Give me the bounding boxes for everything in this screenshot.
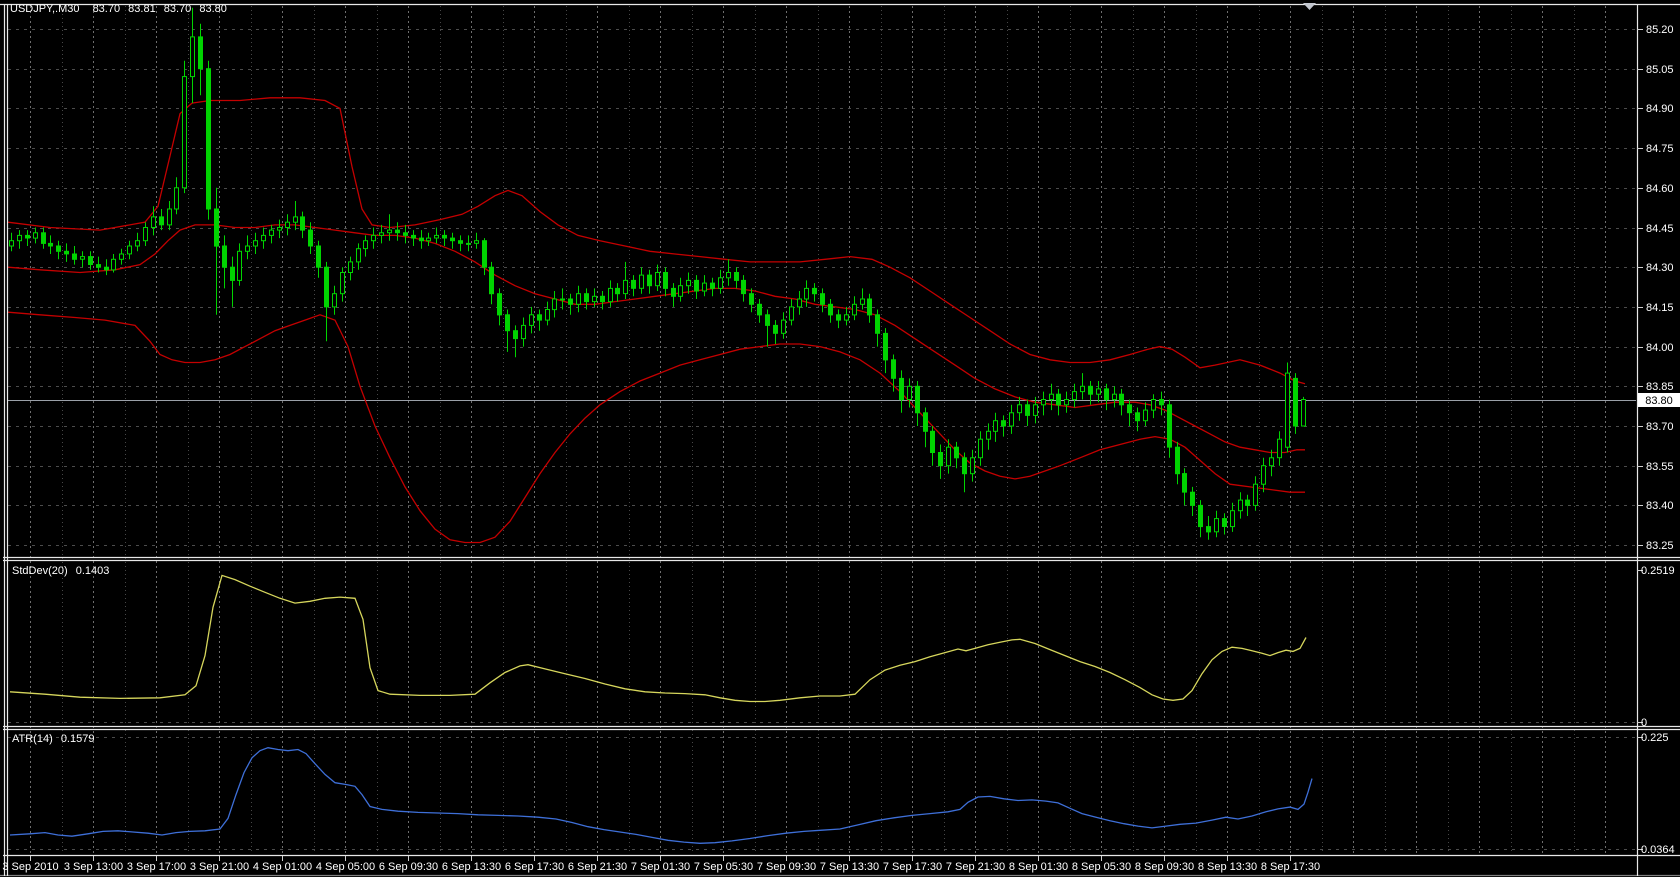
svg-text:3 Sep 21:00: 3 Sep 21:00: [190, 861, 249, 873]
stddev-indicator-label: StdDev(20) 0.1403: [12, 565, 114, 577]
svg-text:8 Sep 05:30: 8 Sep 05:30: [1072, 861, 1131, 873]
svg-text:6 Sep 17:30: 6 Sep 17:30: [505, 861, 564, 873]
svg-text:6 Sep 13:30: 6 Sep 13:30: [442, 861, 501, 873]
svg-text:3 Sep 2010: 3 Sep 2010: [2, 861, 58, 873]
indicator-lines: [9, 574, 1313, 844]
svg-text:0.225: 0.225: [1641, 732, 1669, 744]
svg-text:84.00: 84.00: [1646, 342, 1674, 354]
band-middle-line: [7, 224, 1305, 454]
svg-text:7 Sep 05:30: 7 Sep 05:30: [694, 861, 753, 873]
svg-text:3 Sep 13:00: 3 Sep 13:00: [64, 861, 123, 873]
svg-text:83.25: 83.25: [1646, 540, 1674, 552]
svg-text:84.90: 84.90: [1646, 103, 1674, 115]
svg-text:7 Sep 21:30: 7 Sep 21:30: [946, 861, 1005, 873]
stddev-value: 0.1403: [75, 565, 110, 577]
candles-series: [9, 7, 1306, 540]
svg-text:84.45: 84.45: [1646, 223, 1674, 235]
chart-shift-marker[interactable]: [1303, 3, 1316, 10]
svg-text:8 Sep 09:30: 8 Sep 09:30: [1135, 861, 1194, 873]
price-axis[interactable]: 85.20 85.05 84.90 84.75 84.60 84.45 84.30 84.15…: [1637, 24, 1674, 552]
svg-text:7 Sep 17:30: 7 Sep 17:30: [883, 861, 942, 873]
band-lower-line: [7, 311, 1305, 544]
svg-text:3 Sep 17:00: 3 Sep 17:00: [127, 861, 186, 873]
svg-text:83.70: 83.70: [1646, 421, 1674, 433]
chart-title: USDJPY,.M30 83.70 83.81 83.70 83.80: [10, 3, 232, 15]
bollinger-bands: [7, 97, 1306, 544]
stddev-name: StdDev(20): [12, 565, 68, 577]
svg-text:0.0364: 0.0364: [1641, 844, 1675, 856]
atr-line: [9, 747, 1313, 844]
svg-text:7 Sep 09:30: 7 Sep 09:30: [757, 861, 816, 873]
borders: [0, 3, 1680, 877]
svg-text:4 Sep 05:00: 4 Sep 05:00: [316, 861, 375, 873]
svg-text:0: 0: [1641, 717, 1647, 729]
svg-text:8 Sep 17:30: 8 Sep 17:30: [1261, 861, 1320, 873]
ohlc-high: 83.81: [128, 3, 156, 15]
svg-text:6 Sep 09:30: 6 Sep 09:30: [379, 861, 438, 873]
svg-text:8 Sep 01:30: 8 Sep 01:30: [1009, 861, 1068, 873]
svg-text:83.40: 83.40: [1646, 500, 1674, 512]
ohlc-close: 83.80: [199, 3, 227, 15]
ohlc-open: 83.70: [92, 3, 121, 15]
symbol-period-label: USDJPY,.M30: [10, 3, 80, 15]
stddev-line: [9, 574, 1307, 703]
svg-text:83.55: 83.55: [1646, 461, 1674, 473]
atr-axis[interactable]: 0.225 0.0364: [1637, 732, 1675, 856]
atr-name: ATR(14): [12, 733, 53, 745]
current-price-badge: 83.80: [1638, 393, 1680, 407]
svg-text:84.15: 84.15: [1646, 302, 1674, 314]
atr-indicator-label: ATR(14) 0.1579: [12, 733, 99, 745]
svg-text:84.60: 84.60: [1646, 183, 1674, 195]
svg-text:83.80: 83.80: [1645, 395, 1673, 407]
svg-text:8 Sep 13:30: 8 Sep 13:30: [1198, 861, 1257, 873]
svg-text:7 Sep 13:30: 7 Sep 13:30: [820, 861, 879, 873]
ohlc-low: 83.70: [163, 3, 192, 15]
svg-text:84.30: 84.30: [1646, 262, 1674, 274]
svg-text:83.85: 83.85: [1646, 381, 1674, 393]
svg-text:84.75: 84.75: [1646, 143, 1674, 155]
stddev-axis[interactable]: 0.2519 0: [1637, 565, 1675, 729]
svg-text:7 Sep 01:30: 7 Sep 01:30: [631, 861, 690, 873]
grid: [8, 6, 1636, 854]
svg-text:6 Sep 21:30: 6 Sep 21:30: [568, 861, 627, 873]
svg-text:85.20: 85.20: [1646, 24, 1674, 36]
atr-value: 0.1579: [60, 733, 95, 745]
band-upper-line: [7, 97, 1306, 385]
svg-text:85.05: 85.05: [1646, 64, 1674, 76]
svg-text:0.2519: 0.2519: [1641, 565, 1675, 577]
svg-text:4 Sep 01:00: 4 Sep 01:00: [253, 861, 312, 873]
time-axis[interactable]: 3 Sep 2010 3 Sep 13:00 3 Sep 17:00 3 Sep 21…: [2, 856, 1320, 873]
